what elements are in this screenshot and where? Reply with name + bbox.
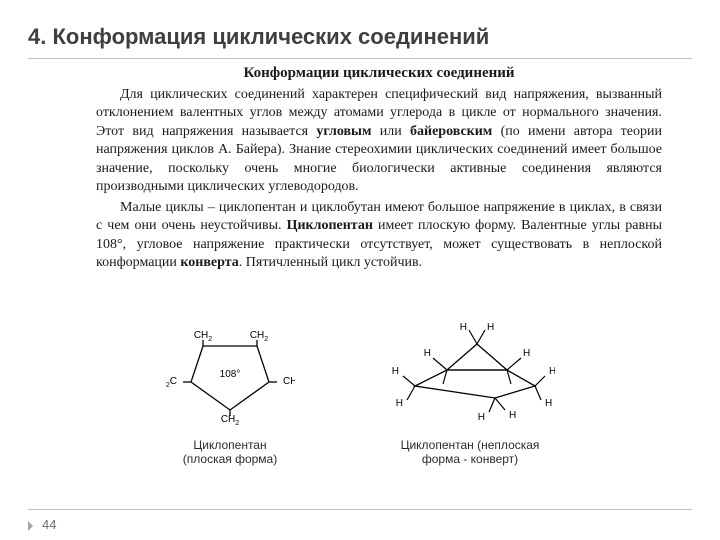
flat-caption-l1: Циклопентан	[193, 438, 266, 452]
flat-caption-l2: (плоская форма)	[183, 452, 277, 466]
page-marker-icon	[28, 521, 33, 531]
p1-b2: байеровским	[410, 124, 492, 139]
flat-caption: Циклопентан (плоская форма)	[165, 438, 295, 467]
page-number: 44	[42, 517, 56, 532]
svg-text:H: H	[424, 348, 431, 359]
envelope-cyclopentane-diagram: H H H H H H H H H H	[385, 322, 555, 432]
footer-rule	[28, 509, 692, 510]
angle-label: 108°	[220, 369, 241, 380]
p1-t2: или	[372, 124, 410, 139]
slide: 4. Конформация циклических соединений Ко…	[0, 0, 720, 540]
svg-text:H: H	[396, 398, 403, 409]
svg-text:H: H	[545, 398, 552, 409]
figure-flat-cyclopentane: 108° CH2 CH2 CH2 H2C CH2	[165, 322, 295, 482]
title-rule	[28, 58, 692, 59]
svg-text:H: H	[478, 412, 485, 423]
p1-b1: угловым	[316, 124, 371, 139]
atom-l: H2C	[165, 376, 177, 389]
envelope-caption-l2: форма - конверт)	[422, 452, 518, 466]
svg-text:H: H	[549, 366, 555, 377]
paragraph-2: Малые циклы – циклопентан и циклобутан и…	[96, 199, 662, 273]
p2-b2: конверта	[180, 255, 238, 270]
svg-text:H: H	[392, 366, 399, 377]
atom-r: CH2	[283, 376, 295, 389]
svg-text:H: H	[523, 348, 530, 359]
svg-text:H: H	[487, 322, 494, 333]
slide-title: 4. Конформация циклических соединений	[28, 24, 692, 50]
atom-tr: CH2	[250, 330, 268, 343]
text-block: Конформации циклических соединений Для ц…	[96, 65, 662, 273]
flat-cyclopentane-diagram: 108° CH2 CH2 CH2 H2C CH2	[165, 322, 295, 432]
p2-t3: . Пятичленный цикл устойчив.	[239, 255, 422, 270]
subheading: Конформации циклических соединений	[96, 65, 662, 82]
envelope-caption-l1: Циклопентан (неплоская	[401, 438, 540, 452]
figures-row: 108° CH2 CH2 CH2 H2C CH2	[0, 322, 720, 482]
svg-text:H: H	[460, 322, 467, 333]
svg-text:H: H	[509, 410, 516, 421]
figure-envelope-cyclopentane: H H H H H H H H H H Циклопентан (неплоск…	[385, 322, 555, 482]
p2-b1: Циклопентан	[287, 218, 373, 233]
paragraph-1: Для циклических соединений характерен сп…	[96, 86, 662, 197]
envelope-caption: Циклопентан (неплоская форма - конверт)	[385, 438, 555, 467]
